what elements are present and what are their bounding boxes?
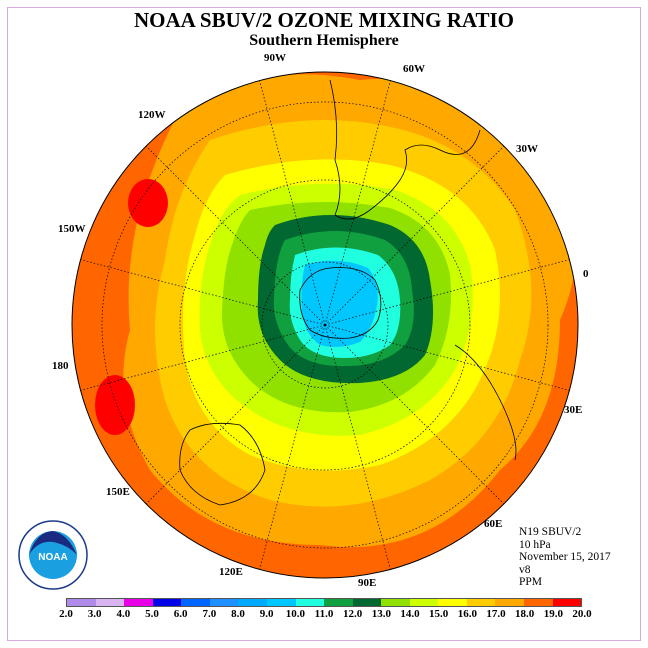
colorbar-tick-label: 6.0 [173,608,188,620]
lon-label-0: 0 [583,268,589,280]
meridian-line [324,324,391,570]
coastline-south-america [329,79,481,220]
coastline-australia [179,422,266,506]
coastline-africa [454,344,517,461]
colorbar-segment [124,599,153,606]
lat-circle-3 [101,101,549,549]
colorbar-segment [495,599,524,606]
meridian-line [324,324,570,391]
colorbar-tick-label: 17.0 [486,608,506,620]
colorbar-segment [67,599,96,606]
colorbar-segment [466,599,496,606]
map-boundary [71,71,579,579]
colorbar-segment [324,599,353,606]
meridian-line [259,80,326,326]
colorbar-segment [438,599,467,606]
info-version: v8 [519,563,531,576]
colorbar-tick-label: 11.0 [314,608,334,620]
colorbar-segment [152,599,182,606]
info-level: 10 hPa [519,538,551,551]
meridian-line [324,145,505,326]
info-satellite: N19 SBUV/2 [519,526,582,538]
lon-label-30e: 30E [564,404,583,416]
colorbar-tick-label: 12.0 [343,608,363,620]
logo-text: NOAA [38,552,67,563]
meridian-line [145,145,326,326]
map-subtitle: Southern Hemisphere [249,32,399,49]
colorbar-segment [352,599,382,606]
colorbar-segment [552,599,582,606]
lon-label-150e: 150E [106,486,130,498]
colorbar-segment [381,599,410,606]
colorbar [66,598,582,607]
colorbar-segment [238,599,267,606]
colorbar-segment [409,599,439,606]
noaa-logo: NOAA [18,520,88,590]
colorbar-segment [295,599,325,606]
info-date: November 15, 2017 [519,551,611,563]
lon-label-60e: 60E [484,518,503,530]
meridian-line [324,324,505,505]
lon-label-180: 180 [52,360,69,372]
meridian-line [145,324,326,505]
product-info: N19 SBUV/2 10 hPa November 15, 2017 v8 P… [519,526,611,589]
lon-label-150w: 150W [58,223,86,235]
colorbar-segment [524,599,553,606]
colorbar-tick-label: 20.0 [572,608,592,620]
colorbar-labels: 2.0 3.0 4.0 5.0 6.0 7.0 8.0 9.0 10.0 11.0 12.0 13.0… [58,608,598,622]
lat-circle-2 [179,179,471,471]
map-title: NOAA SBUV/2 OZONE MIXING RATIO [134,8,514,32]
colorbar-tick-label: 5.0 [145,608,159,620]
info-units: PPM [519,576,543,588]
colorbar-tick-label: 9.0 [259,608,274,620]
colorbar-tick-label: 4.0 [116,608,131,620]
lon-label-90e: 90E [358,577,377,589]
graticule [101,101,549,549]
lon-label-60w: 60W [403,63,425,75]
ozone-contours [72,72,578,578]
colorbar-tick-label: 15.0 [429,608,449,620]
colorbar-tick-label: 7.0 [202,608,217,620]
lon-label-120w: 120W [138,109,166,121]
colorbar-tick-label: 14.0 [400,608,420,620]
lon-label-120e: 120E [219,566,243,578]
figure-frame [7,7,641,641]
meridians [80,80,570,570]
meridian-line [324,259,570,326]
colorbar-segment [95,599,125,606]
meridian-line [80,324,326,391]
colorbar-segment [181,599,210,606]
colorbar-segment [209,599,239,606]
meridian-line [80,259,326,326]
meridian-line [324,80,391,326]
colorbar-segment [266,599,296,606]
lon-label-90w: 90W [264,52,286,64]
colorbar-tick-label: 8.0 [231,608,245,620]
colorbar-tick-label: 2.0 [59,608,73,620]
colorbar-tick-label: 10.0 [285,608,305,620]
lat-circle-1 [261,261,389,389]
contour-9 [301,260,378,347]
contour-19-patch-west [128,179,168,227]
coastlines [179,79,517,506]
coastline-antarctica [299,267,382,339]
meridian-line [259,324,326,570]
logo-bird [29,531,77,555]
contour-19-patch-southwest [95,375,135,435]
colorbar-tick-label: 13.0 [371,608,391,620]
colorbar-tick-label: 16.0 [457,608,477,620]
colorbar-tick-label: 3.0 [87,608,102,620]
colorbar-tick-label: 19.0 [543,608,563,620]
lon-label-30w: 30W [516,143,538,155]
colorbar-tick-label: 18.0 [515,608,535,620]
